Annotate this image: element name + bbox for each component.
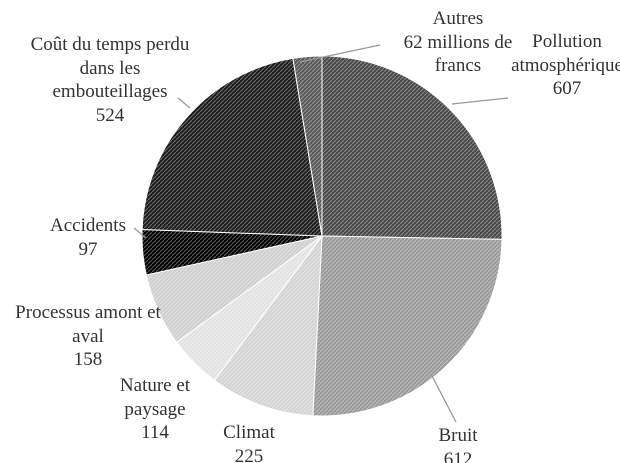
category-name: Pollution atmosphérique	[511, 31, 620, 76]
value-label: 225	[234, 445, 264, 463]
value-label: 158	[73, 349, 103, 370]
category-name: Nature et paysage	[119, 375, 191, 420]
value-label: 612	[443, 448, 473, 463]
slice-label: Climat 225	[209, 421, 289, 463]
slice-label: Bruit 612	[418, 424, 498, 463]
slice-label: Processus amont et aval 158	[3, 301, 173, 372]
pie-slice	[312, 235, 503, 417]
category-name: Bruit	[438, 425, 478, 446]
value-label: 524	[95, 104, 125, 126]
slice-label: Coût du temps perdu dans les embouteilla…	[30, 33, 190, 127]
slice-label: Autres 62 millions de francs	[383, 7, 533, 78]
value-label: 607	[552, 78, 582, 99]
category-name: Processus amont et aval	[15, 302, 161, 347]
category-name: Coût du temps perdu dans les embouteilla…	[30, 34, 190, 102]
value-label: 114	[141, 422, 169, 443]
value-label: 97	[78, 238, 98, 260]
category-name: Climat	[223, 422, 275, 443]
category-name: Autres	[432, 8, 484, 29]
slice-label: Accidents 97	[33, 214, 143, 261]
slice-label: Nature et paysage 114	[105, 374, 205, 445]
value-label: 62 millions de francs	[403, 31, 513, 77]
pie-slice	[321, 55, 503, 240]
category-name: Accidents	[50, 215, 126, 236]
slice-label: Pollution atmosphérique 607	[500, 30, 620, 101]
leader-lines	[133, 44, 509, 423]
